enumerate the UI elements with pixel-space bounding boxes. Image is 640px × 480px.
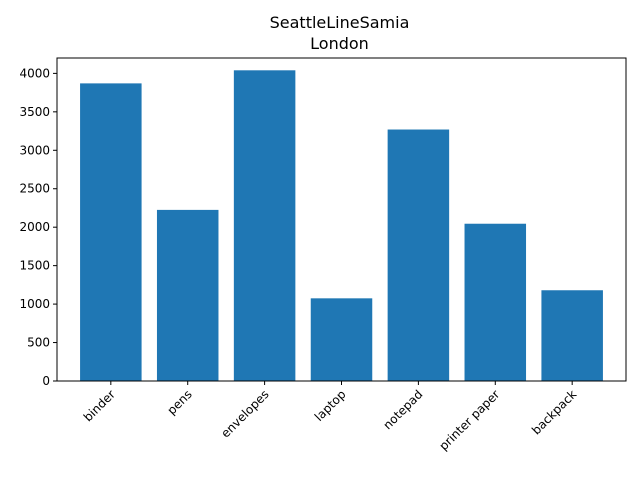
x-axis: binder pens envelopes laptop notepad printer … [81,381,579,453]
y-tick-label: 500 [27,336,50,350]
y-tick-label: 3500 [19,105,50,119]
bar-binder [80,83,142,381]
x-tick-label: binder [81,387,118,424]
x-tick-label: envelopes [218,387,271,440]
plot-frame [56,57,627,382]
y-tick-label: 2500 [19,182,50,196]
y-tick-label: 1000 [19,297,50,311]
bar-printer-paper [464,223,527,381]
x-tick-label: pens [165,387,195,417]
bars-group [80,70,603,382]
bar-laptop [310,298,373,381]
x-tick-label: backpack [529,387,579,437]
chart-title: SeattleLineSamia [270,13,410,32]
y-tick-label: 4000 [19,66,50,80]
bar-notepad [387,129,450,381]
x-tick-label: notepad [381,387,426,432]
bar-envelopes [233,70,296,382]
y-tick-label: 3000 [19,143,50,157]
y-axis: 0 500 1000 1500 2000 2500 3000 3500 4000 [19,66,57,388]
x-tick-label: printer paper [436,387,502,453]
y-tick-label: 2000 [19,220,50,234]
x-tick-label: laptop [312,387,349,424]
y-tick-label: 0 [42,374,50,388]
chart-subtitle: London [310,34,369,53]
bar-backpack [541,290,603,381]
y-tick-label: 1500 [19,259,50,273]
bar-pens [156,209,219,381]
